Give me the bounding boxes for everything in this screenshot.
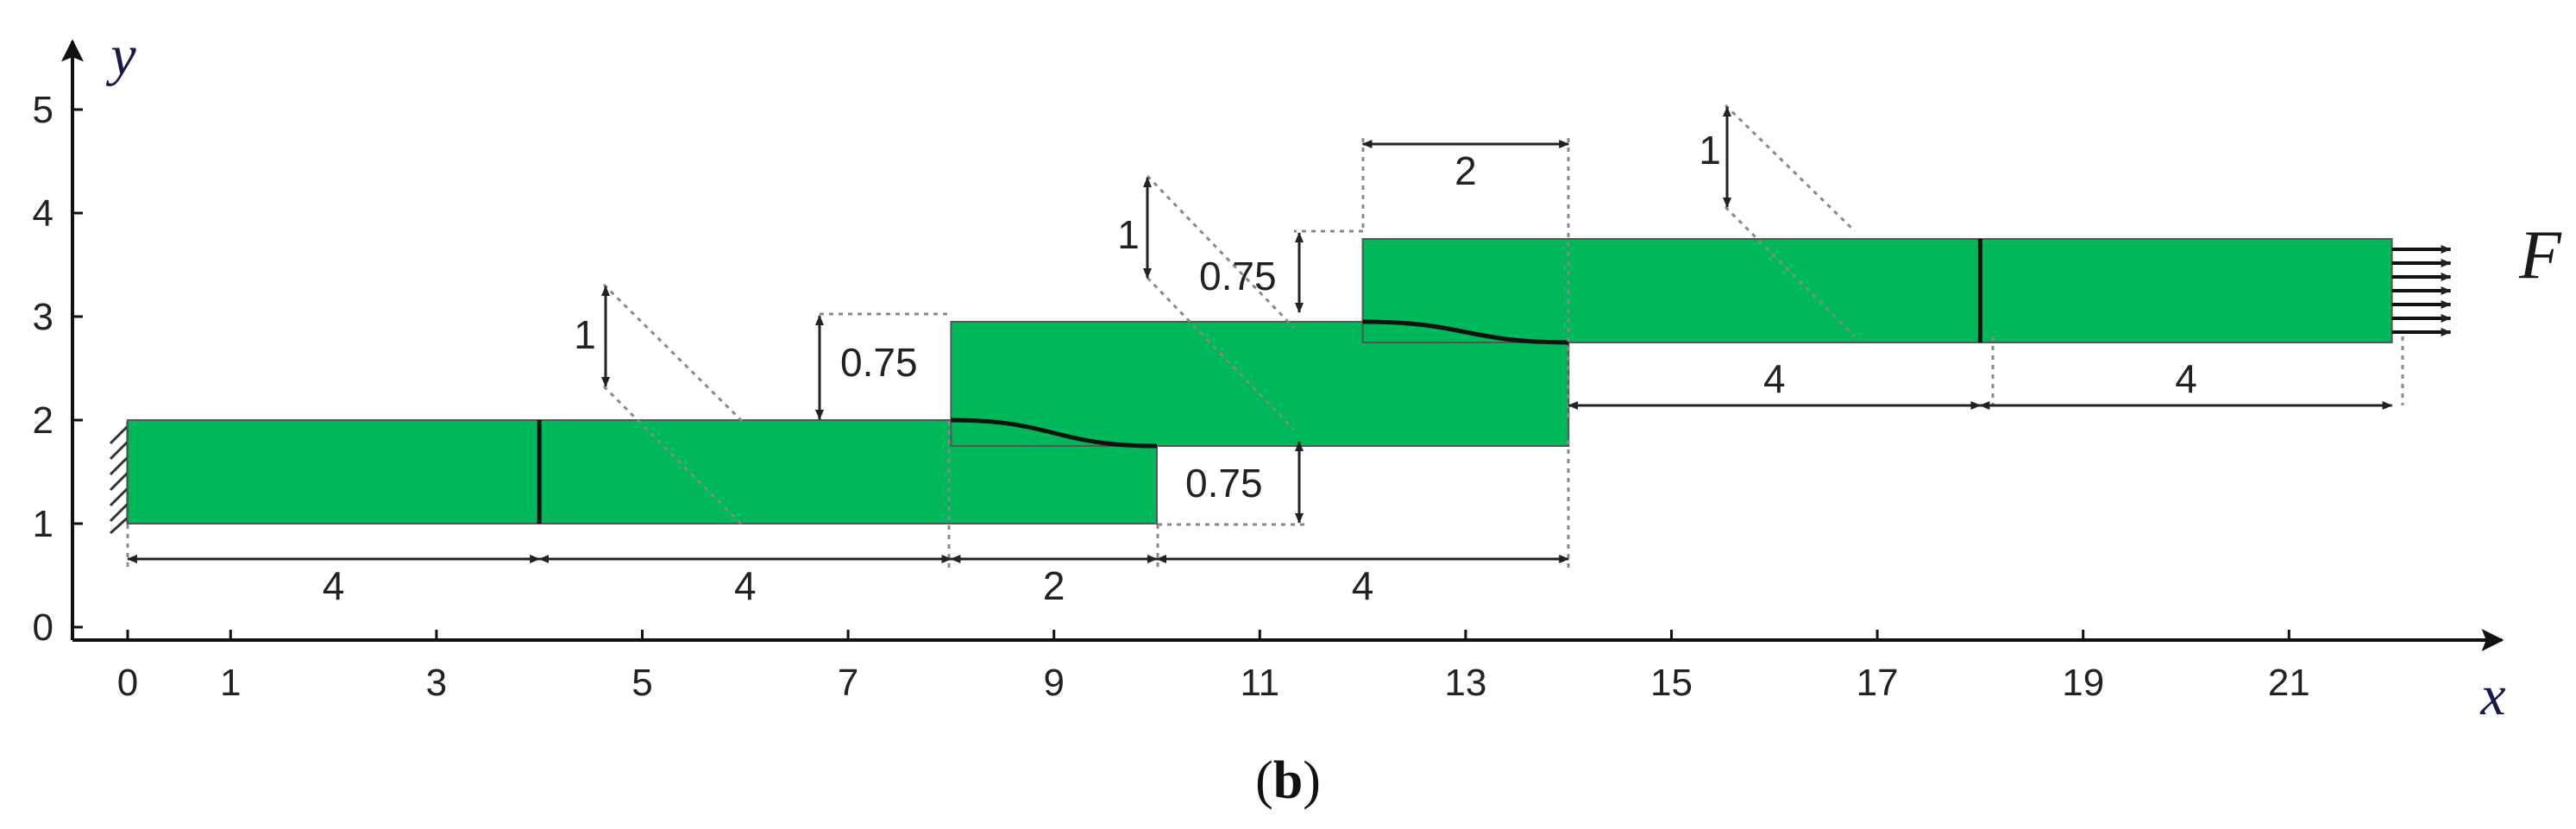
caption-open: ( [1255, 751, 1273, 810]
x-tick-label-7: 13 [1444, 662, 1486, 704]
y-axis-label: y [105, 24, 136, 87]
bottom-dimension-3-label: 4 [1352, 563, 1374, 608]
x-tick-group: 0 1 3 5 7 9 11 13 15 17 19 21 [117, 630, 2310, 704]
y-tick-label-5: 5 [33, 89, 53, 131]
offset-dimensions: 0.75 0.75 0.75 [815, 232, 1304, 524]
caption-letter: b [1273, 751, 1303, 810]
interface-curve-1 [1362, 319, 1569, 345]
bottom-dimension-1-label: 4 [734, 563, 757, 608]
y-tick-label-4: 4 [33, 192, 53, 235]
x-tick-label-1: 1 [220, 662, 241, 704]
offset-label-2: 0.75 [1199, 254, 1277, 298]
thickness-label-2: 1 [1117, 212, 1140, 257]
overlap-dimension-label: 2 [1454, 148, 1477, 193]
construction-lines [126, 104, 2404, 569]
interface-curve-0 [951, 418, 1158, 449]
x-tick-label-0: 0 [117, 662, 138, 704]
right-dimension-0-label: 4 [1763, 356, 1786, 401]
y-tick-label-3: 3 [33, 296, 53, 338]
x-tick-label-11: 21 [2268, 662, 2310, 704]
x-tick-label-4: 7 [838, 662, 858, 704]
tensile-load [2391, 245, 2452, 336]
x-axis-label: x [2479, 664, 2505, 727]
plate-3 [1361, 238, 2393, 343]
thickness-dimensions: 1 1 1 [574, 106, 1731, 387]
x-tick-label-6: 11 [1240, 662, 1279, 704]
y-tick-group: 0 1 2 3 4 5 [33, 89, 83, 649]
x-tick-label-5: 9 [1043, 662, 1064, 704]
offset-label-1: 0.75 [840, 340, 918, 385]
x-tick-label-8: 15 [1650, 662, 1693, 704]
bottom-dimension-2-label: 2 [1043, 563, 1065, 608]
y-tick-label-0: 0 [33, 606, 53, 649]
thickness-label-1: 1 [574, 312, 596, 357]
caption-close: ) [1303, 751, 1321, 810]
figure-caption: (b) [1255, 751, 1321, 810]
plates-group [127, 238, 2393, 524]
right-dimension-1-label: 4 [2175, 356, 2197, 401]
section-lines [537, 239, 1982, 524]
offset-label-3: 0.75 [1185, 461, 1263, 506]
dimension-group: 4 4 2 4 4 4 2 [127, 140, 2393, 608]
curved-interfaces [951, 319, 1569, 449]
force-label: F [2518, 217, 2562, 293]
x-tick-label-10: 19 [2062, 662, 2104, 704]
bottom-dimension-0-label: 4 [323, 563, 345, 608]
thickness-label-3: 1 [1699, 128, 1721, 173]
x-tick-label-2: 3 [426, 662, 447, 704]
y-tick-label-2: 2 [33, 399, 53, 442]
y-tick-label-1: 1 [33, 503, 53, 545]
fixed-support-hatch [109, 421, 129, 535]
x-tick-label-9: 17 [1857, 662, 1899, 704]
x-tick-label-3: 5 [631, 662, 652, 704]
